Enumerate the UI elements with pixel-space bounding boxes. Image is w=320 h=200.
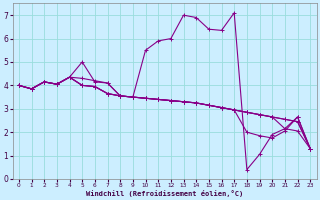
X-axis label: Windchill (Refroidissement éolien,°C): Windchill (Refroidissement éolien,°C): [86, 190, 243, 197]
